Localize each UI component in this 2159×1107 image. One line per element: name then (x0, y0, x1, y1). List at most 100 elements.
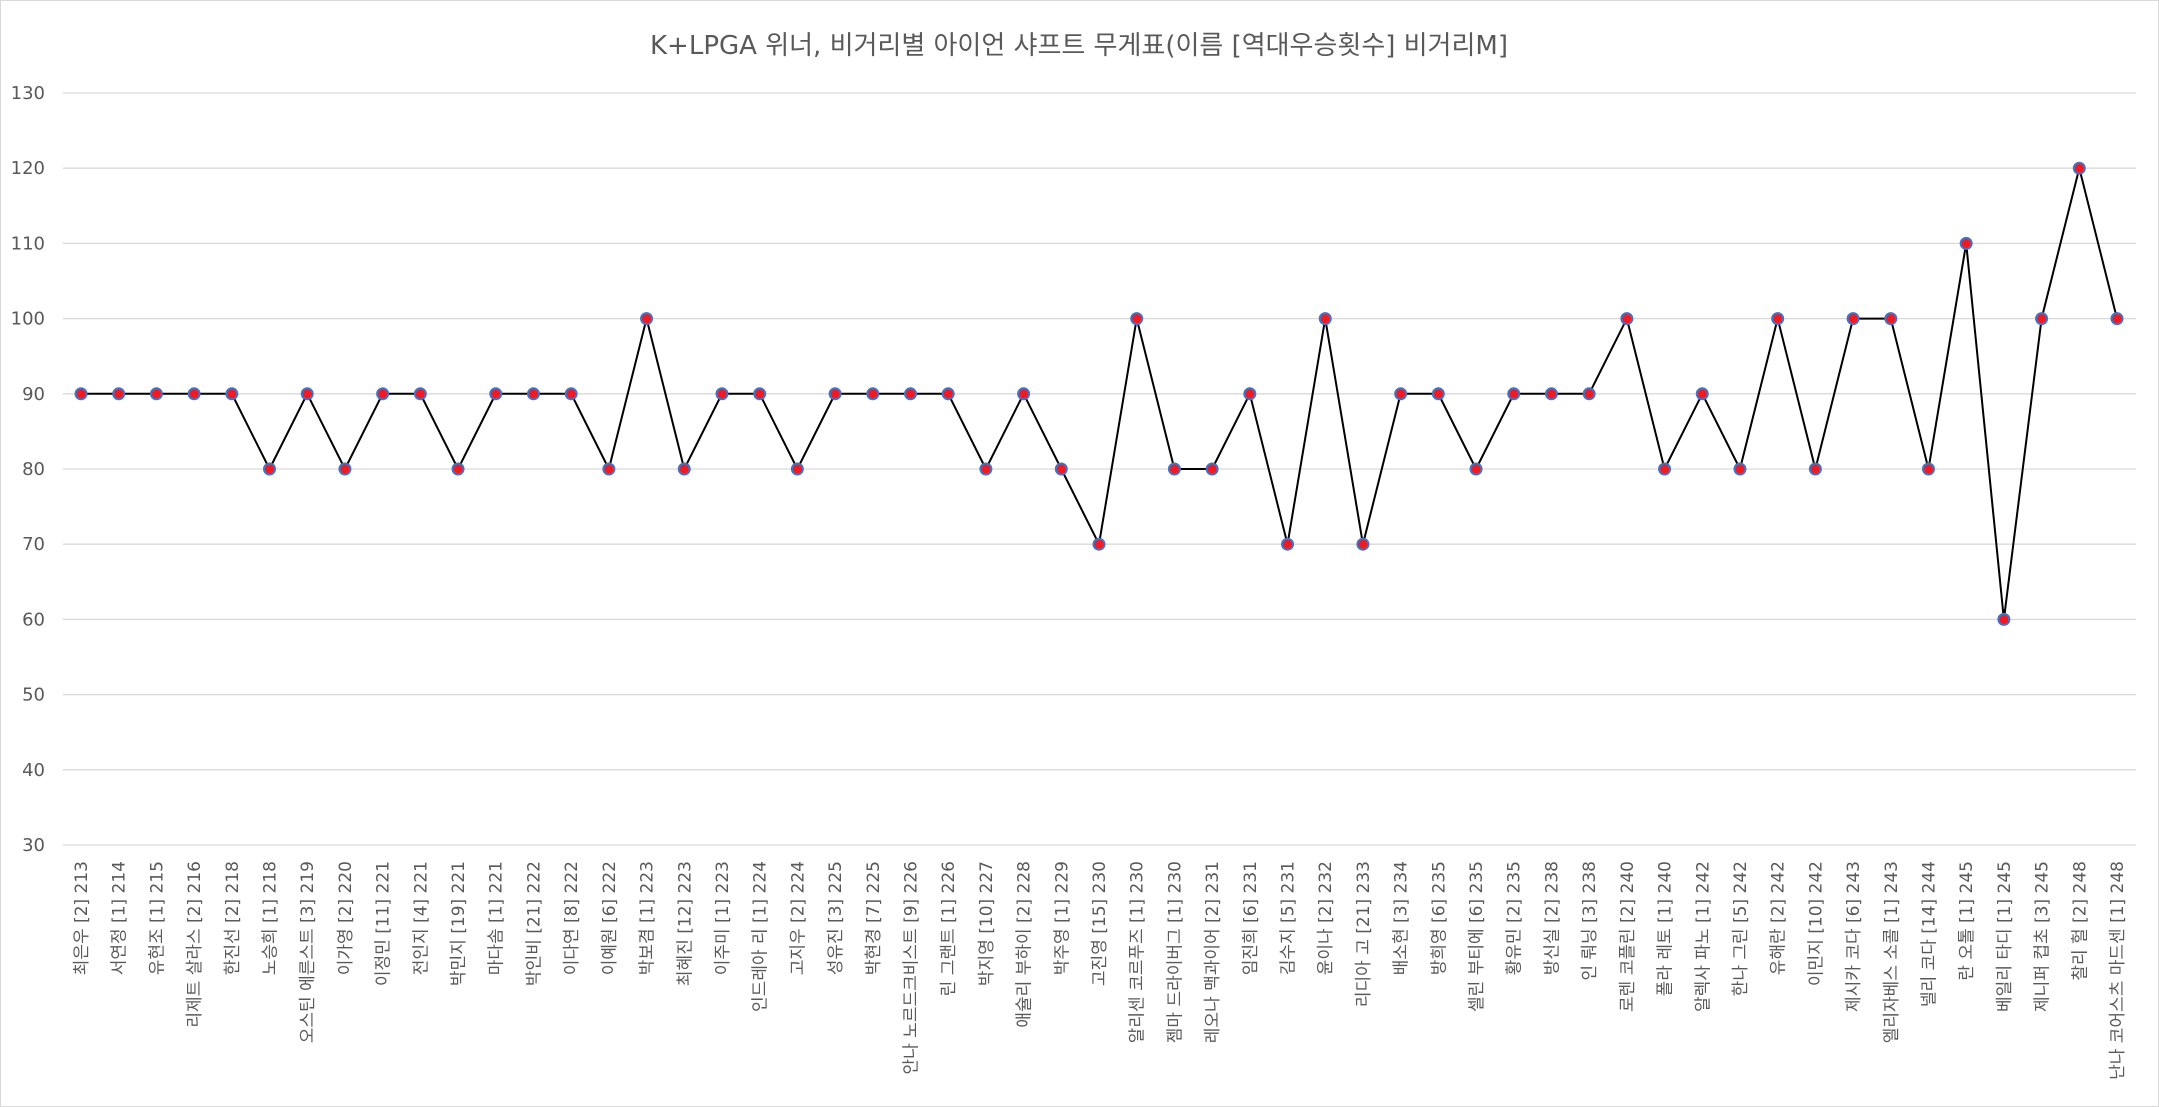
x-tick-label: 김수지 [5] 231 (1279, 861, 1299, 975)
data-point (1695, 387, 1709, 401)
x-tick-label: 젬마 드라이버그 [1] 230 (1165, 861, 1185, 1043)
x-tick-label: 이주미 [1] 223 (713, 861, 733, 975)
y-tick-label: 130 (11, 83, 45, 104)
data-point (1431, 387, 1445, 401)
y-tick-label: 50 (22, 685, 45, 706)
data-point (1733, 462, 1747, 476)
x-tick-label: 박지영 [10] 227 (977, 861, 997, 986)
data-point (489, 387, 503, 401)
data-point (828, 387, 842, 401)
x-tick-label: 이민지 [10] 242 (1806, 861, 1826, 986)
data-point (300, 387, 314, 401)
x-tick-label: 인드레아 리 [1] 224 (751, 861, 771, 1012)
data-point (112, 387, 126, 401)
data-point (1469, 462, 1483, 476)
data-point (1959, 236, 1973, 250)
y-tick-label: 110 (11, 233, 45, 254)
y-tick-label: 120 (11, 158, 45, 179)
x-tick-label: 이정민 [11] 221 (374, 861, 394, 986)
x-tick-label: 넬리 코다 [14] 244 (1919, 861, 1939, 1007)
y-tick-label: 30 (22, 835, 45, 856)
data-point (1884, 312, 1898, 326)
y-tick-label: 70 (22, 534, 45, 555)
data-point (1205, 462, 1219, 476)
x-tick-label: 한진선 [2] 218 (223, 861, 243, 975)
data-point (1582, 387, 1596, 401)
data-point (1921, 462, 1935, 476)
data-point (1167, 462, 1181, 476)
x-tick-label: 유해란 [2] 242 (1769, 861, 1789, 975)
series-markers (74, 161, 2124, 626)
data-point (1318, 312, 1332, 326)
data-point (903, 387, 917, 401)
data-point (1997, 612, 2011, 626)
data-point (74, 387, 88, 401)
y-tick-label: 100 (11, 309, 45, 330)
x-tick-label: 임진희 [6] 231 (1241, 861, 1261, 975)
data-point (640, 312, 654, 326)
x-tick-label: 셀린 부티에 [6] 235 (1467, 861, 1487, 1012)
x-tick-label: 알리센 코르푸즈 [1] 230 (1128, 861, 1148, 1043)
data-point (2035, 312, 2049, 326)
x-tick-label: 란 오톨 [1] 245 (1957, 861, 1977, 981)
x-tick-label: 윤이나 [2] 232 (1316, 861, 1336, 975)
x-tick-label: 엘리자베스 소콜 [1] 243 (1882, 861, 1902, 1043)
y-tick-label: 90 (22, 384, 45, 405)
x-tick-label: 박인비 [21] 222 (524, 861, 544, 986)
x-tick-label: 이예원 [6] 222 (600, 861, 620, 975)
data-point (1092, 537, 1106, 551)
x-tick-label: 전인지 [4] 221 (411, 861, 431, 975)
data-point (715, 387, 729, 401)
x-tick-label: 고지우 [2] 224 (788, 861, 808, 975)
x-tick-label: 유현조 [1] 215 (147, 861, 167, 975)
x-tick-label: 로렌 코플린 [2] 240 (1618, 861, 1638, 1012)
data-point (979, 462, 993, 476)
x-tick-label: 제니퍼 컵초 [3] 245 (2033, 861, 2053, 1012)
x-tick-label: 노승희 [1] 218 (261, 861, 281, 975)
x-tick-label: 알렉사 파노 [1] 242 (1693, 861, 1713, 1012)
data-point (413, 387, 427, 401)
x-tick-label: 베일리 타디 [1] 245 (1995, 861, 2015, 1012)
x-tick-label: 리제트 살라스 [2] 216 (185, 861, 205, 1028)
data-point (1771, 312, 1785, 326)
x-tick-label: 성유진 [3] 225 (826, 861, 846, 975)
x-tick-label: 마다솜 [1] 221 (487, 861, 507, 975)
x-tick-label: 이다연 [8] 222 (562, 861, 582, 975)
x-tick-label: 박보겸 [1] 223 (638, 861, 658, 975)
x-tick-label: 방신실 [2] 238 (1542, 861, 1562, 975)
y-tick-label: 80 (22, 459, 45, 480)
data-point (451, 462, 465, 476)
data-point (1808, 462, 1822, 476)
data-point (2110, 312, 2124, 326)
chart-title: K+LPGA 위너, 비거리별 아이언 샤프트 무게표(이름 [역대우승횟수] … (650, 31, 1508, 61)
x-tick-label: 리디아 고 [21] 233 (1354, 861, 1374, 1007)
data-point (790, 462, 804, 476)
data-point (263, 462, 277, 476)
data-point (1243, 387, 1257, 401)
x-tick-label: 인 뤄닝 [3] 238 (1580, 861, 1600, 981)
data-point (602, 462, 616, 476)
x-tick-label: 방희영 [6] 235 (1429, 861, 1449, 975)
x-tick-label: 박현경 [7] 225 (864, 861, 884, 975)
x-tick-label: 오스틴 에른스트 [3] 219 (298, 861, 318, 1043)
x-tick-label: 폴라 레토 [1] 240 (1656, 861, 1676, 996)
data-point (1356, 537, 1370, 551)
x-tick-label: 최은우 [2] 213 (72, 861, 92, 975)
data-point (1130, 312, 1144, 326)
x-tick-label: 고진영 [15] 230 (1090, 861, 1110, 986)
data-point (1620, 312, 1634, 326)
x-tick-label: 이가영 [2] 220 (336, 861, 356, 975)
data-point (1658, 462, 1672, 476)
data-point (526, 387, 540, 401)
x-tick-label: 서연정 [1] 214 (110, 861, 130, 975)
x-tick-label: 황유민 [2] 235 (1505, 861, 1525, 975)
x-tick-label: 배소현 [3] 234 (1392, 861, 1412, 975)
data-point (564, 387, 578, 401)
x-tick-label: 한나 그린 [5] 242 (1731, 861, 1751, 996)
data-point (1017, 387, 1031, 401)
data-point (1846, 312, 1860, 326)
x-axis-ticks: 최은우 [2] 213 서연정 [1] 214 유현조 [1] 215 리제트 살라스… (72, 861, 2128, 1080)
x-tick-label: 박민지 [19] 221 (449, 861, 469, 986)
y-tick-label: 60 (22, 609, 45, 630)
